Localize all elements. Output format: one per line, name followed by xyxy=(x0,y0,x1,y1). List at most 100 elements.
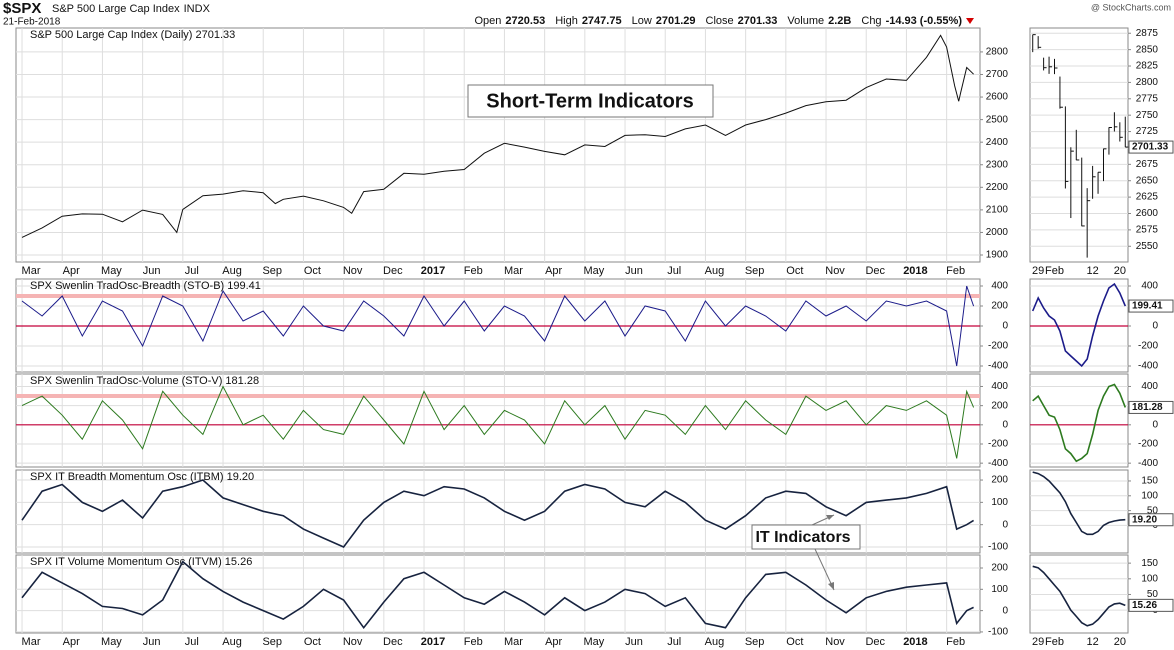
x-tick-label: Apr xyxy=(545,636,562,648)
x-tick-label: 2017 xyxy=(421,636,445,648)
x-tick-label: Jun xyxy=(625,636,643,648)
x-tick-label: Jun xyxy=(143,265,161,277)
y-tick-label: -200 xyxy=(988,439,1008,450)
y-tick-label: 0 xyxy=(1002,519,1008,530)
last-value-box xyxy=(1128,140,1174,154)
x-tick-label: Sep xyxy=(745,265,765,277)
y-tick-label: -200 xyxy=(988,341,1008,352)
panel: 29Feb12202550257526002625265026752700272… xyxy=(1029,27,1174,277)
panel-frame xyxy=(15,27,981,263)
last-value-box xyxy=(1128,513,1174,527)
last-value-label: 181.28 xyxy=(1132,402,1163,413)
y-tick-label: 2500 xyxy=(986,114,1009,125)
x-tick-label: Apr xyxy=(63,636,80,648)
panels: Mar Apr May Jun Jul Aug Sep Oct Nov Dec 2017 Feb Mar… xyxy=(15,27,1174,648)
series-line xyxy=(21,560,974,630)
x-tick-label: Jun xyxy=(625,265,643,277)
x-tick-label: Aug xyxy=(705,636,725,648)
x-tick-label: Oct xyxy=(786,265,803,277)
last-value-box xyxy=(1128,400,1174,414)
exchange: INDX xyxy=(184,3,211,15)
arrow-head xyxy=(826,515,834,520)
x-tick-label: Nov xyxy=(825,265,845,277)
series-line xyxy=(21,479,975,548)
panel-title: SPX IT Breadth Momentum Osc (ITBM) 19.20 xyxy=(30,471,254,483)
panel: 29Feb122015010050015.26 xyxy=(1029,554,1174,648)
y-tick-label: 100 xyxy=(991,497,1008,508)
y-tick-label: 0 xyxy=(1002,321,1008,332)
y-tick-label: 200 xyxy=(991,301,1008,312)
y-tick-label: 50 xyxy=(1147,589,1159,600)
security-name: S&P 500 Large Cap Index INDX xyxy=(52,3,211,15)
x-tick-label: Feb xyxy=(464,265,483,277)
annotation-box xyxy=(467,84,714,118)
annotation-text: Short-Term Indicators xyxy=(486,90,693,112)
quote-value: 2701.29 xyxy=(656,15,696,27)
x-tick-label: Mar xyxy=(22,265,41,277)
x-tick-label: 20 xyxy=(1114,636,1126,648)
x-tick-label: May xyxy=(101,265,122,277)
quote-value: -14.93 (-0.55%) xyxy=(886,15,963,27)
x-tick-label: Jul xyxy=(667,265,681,277)
x-tick-label: Jul xyxy=(185,265,199,277)
x-tick-label: Jun xyxy=(143,636,161,648)
panel-frame xyxy=(15,373,981,468)
x-tick-label: Aug xyxy=(222,265,242,277)
y-tick-label: -400 xyxy=(1138,458,1158,469)
y-tick-label: 0 xyxy=(1002,605,1008,616)
y-tick-label: 2825 xyxy=(1136,61,1159,72)
x-tick-label: Sep xyxy=(745,636,765,648)
quote-value: 2701.33 xyxy=(738,15,778,27)
y-tick-label: 2600 xyxy=(986,92,1009,103)
series-line xyxy=(1032,565,1126,627)
y-tick-label: 400 xyxy=(1141,381,1158,392)
y-tick-label: 2600 xyxy=(1136,208,1159,219)
last-value-label: 19.20 xyxy=(1132,514,1157,525)
x-tick-label: May xyxy=(583,636,604,648)
x-tick-label: Jul xyxy=(185,636,199,648)
series-line xyxy=(1031,282,1127,368)
panel: Mar Apr May Jun Jul Aug Sep Oct Nov Dec 2017 Feb Mar… xyxy=(15,554,1008,648)
y-tick-label: 2650 xyxy=(1136,175,1159,186)
x-tick-label: Oct xyxy=(786,636,803,648)
y-tick-label: -400 xyxy=(988,458,1008,469)
x-tick-label: Dec xyxy=(865,636,885,648)
y-tick-label: 0 xyxy=(1152,321,1158,332)
arrow-head xyxy=(828,582,834,590)
x-tick-label: Oct xyxy=(304,636,321,648)
x-tick-label: 2017 xyxy=(421,265,445,277)
panel-title: S&P 500 Large Cap Index (Daily) 2701.33 xyxy=(30,29,235,41)
x-tick-label: Feb xyxy=(946,265,965,277)
symbol: $SPX xyxy=(3,0,41,17)
quote-value: 2720.53 xyxy=(505,15,545,27)
y-tick-label: 2850 xyxy=(1136,44,1159,55)
x-tick-label: Feb xyxy=(946,636,965,648)
x-tick-label: 29 xyxy=(1032,265,1044,277)
x-tick-label: May xyxy=(583,265,604,277)
y-tick-label: 100 xyxy=(1141,573,1158,584)
quote-label: Volume xyxy=(787,15,824,27)
x-tick-label: Nov xyxy=(343,636,363,648)
last-value-label: 15.26 xyxy=(1132,600,1157,611)
quote: Open 2720.53 High 2747.75 Low 2701.29 Close 270… xyxy=(475,15,963,27)
x-tick-label: Dec xyxy=(865,265,885,277)
x-tick-label: Mar xyxy=(22,636,41,648)
y-tick-label: 2800 xyxy=(1136,77,1159,88)
x-tick-label: Sep xyxy=(262,636,282,648)
y-tick-label: 2750 xyxy=(1136,110,1159,121)
annotation-it: IT Indicators xyxy=(751,514,861,591)
x-tick-label: 12 xyxy=(1086,265,1098,277)
quote-value: 2.2B xyxy=(828,15,851,27)
annotation-short-term: Short-Term Indicators xyxy=(467,84,714,118)
quote-label: Close xyxy=(706,15,734,27)
annotation-text: IT Indicators xyxy=(755,529,850,546)
y-tick-label: 400 xyxy=(991,281,1008,292)
x-tick-label: 2018 xyxy=(903,636,927,648)
y-tick-label: 400 xyxy=(1141,281,1158,292)
date: 21-Feb-2018 xyxy=(3,17,61,28)
panel: 400 200 0 -200 -400 SPX Swenlin TradOsc-Volum… xyxy=(15,373,1008,469)
quote-label: Low xyxy=(632,15,652,27)
quote-label: High xyxy=(555,15,578,27)
